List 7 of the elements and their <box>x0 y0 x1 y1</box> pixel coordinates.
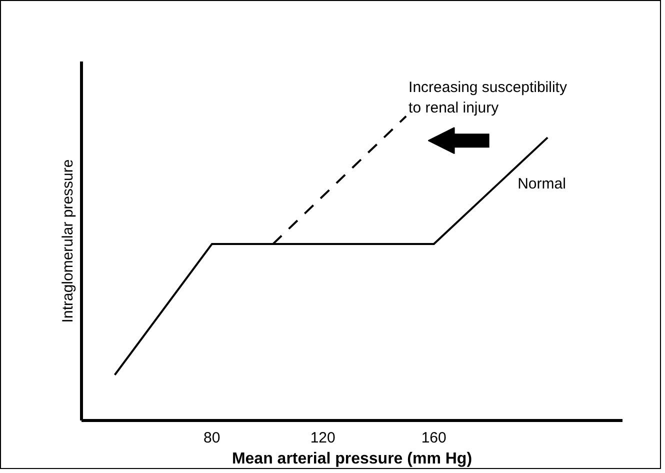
x-tick-label: 80 <box>204 430 220 446</box>
x-tick-label: 160 <box>421 430 446 446</box>
x-axis-title: Mean arterial pressure (mm Hg) <box>232 450 472 468</box>
annotation: Increasing susceptibility to renal injury <box>408 78 568 116</box>
series-label: Normal <box>518 176 566 193</box>
x-tick-label: 120 <box>310 430 336 446</box>
y-axis-title: Intraglomerular pressure <box>60 159 76 323</box>
